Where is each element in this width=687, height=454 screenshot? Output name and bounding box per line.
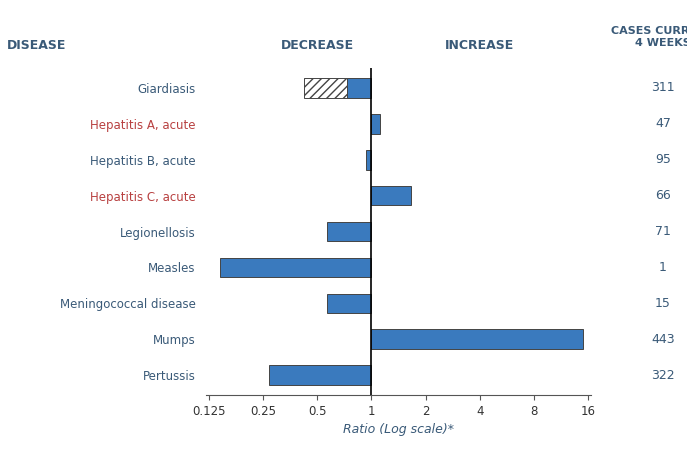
Bar: [365, 150, 372, 170]
Bar: [347, 78, 372, 98]
Text: 311: 311: [651, 81, 675, 94]
Text: 1: 1: [659, 261, 667, 274]
Text: 66: 66: [655, 189, 671, 202]
Bar: [328, 293, 372, 313]
Text: 15: 15: [655, 297, 671, 310]
Bar: [372, 114, 380, 133]
Bar: [328, 222, 372, 242]
Bar: [221, 257, 372, 277]
Bar: [372, 330, 583, 349]
Text: 95: 95: [655, 153, 671, 166]
Bar: [269, 365, 372, 385]
Bar: [372, 186, 411, 206]
X-axis label: Ratio (Log scale)*: Ratio (Log scale)*: [343, 423, 454, 436]
Text: 47: 47: [655, 117, 671, 130]
Text: CASES CURRENT
4 WEEKS: CASES CURRENT 4 WEEKS: [611, 26, 687, 48]
Text: 443: 443: [651, 333, 675, 346]
Text: INCREASE: INCREASE: [445, 39, 515, 52]
Text: DISEASE: DISEASE: [7, 39, 66, 52]
Bar: [304, 78, 347, 98]
Text: 71: 71: [655, 225, 671, 238]
Text: DECREASE: DECREASE: [280, 39, 354, 52]
Text: 322: 322: [651, 369, 675, 382]
